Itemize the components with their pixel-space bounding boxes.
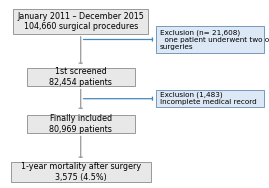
Text: Exclusion (1,483)
Incomplete medical record: Exclusion (1,483) Incomplete medical rec… xyxy=(160,92,257,105)
FancyBboxPatch shape xyxy=(156,90,264,107)
FancyBboxPatch shape xyxy=(156,26,264,53)
Text: January 2011 – December 2015
104,660 surgical procedures: January 2011 – December 2015 104,660 sur… xyxy=(17,12,144,31)
FancyBboxPatch shape xyxy=(27,115,134,133)
FancyBboxPatch shape xyxy=(11,162,151,182)
Text: Finally included
80,969 patients: Finally included 80,969 patients xyxy=(49,114,112,134)
FancyBboxPatch shape xyxy=(27,68,134,86)
FancyBboxPatch shape xyxy=(13,9,148,34)
Text: Exclusion (n= 21,608)
  one patient underwent two or more
surgeries: Exclusion (n= 21,608) one patient underw… xyxy=(160,29,269,50)
Text: 1-year mortality after surgery
3,575 (4.5%): 1-year mortality after surgery 3,575 (4.… xyxy=(21,162,141,182)
Text: 1st screened
82,454 patients: 1st screened 82,454 patients xyxy=(49,67,112,87)
